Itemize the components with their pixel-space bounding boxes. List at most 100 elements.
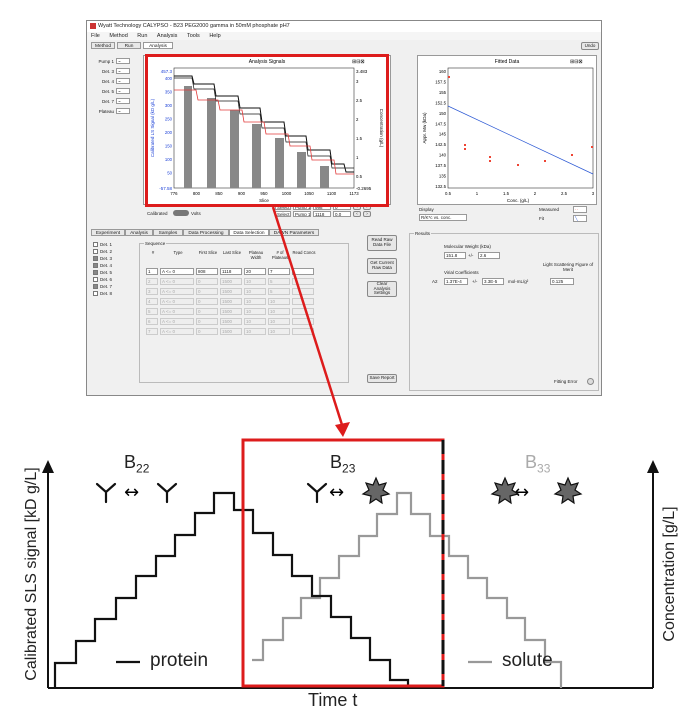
display-select[interactable]: R/K*c vs. conc. [419,214,467,221]
last-slice-field[interactable]: 1500 [220,317,242,325]
menu-tools[interactable]: Tools [186,33,200,39]
first-slice-field[interactable]: 0 [196,297,218,305]
checkbox[interactable] [93,291,98,296]
tab-data-selection[interactable]: Data Selection [229,229,269,236]
read-raw-data-button[interactable]: Read Raw Data File [367,235,397,251]
row-number[interactable]: 4 [146,297,158,305]
list-item[interactable]: Det. 7 ~ [90,96,140,106]
checkbox[interactable] [93,277,98,282]
plateau-width-field[interactable]: 10 [244,327,266,335]
list-item[interactable]: Det. 5 [93,269,112,276]
type-select[interactable]: A <= 0 [160,307,194,315]
zoom-tools-icon[interactable]: ⊞⊟⊠ [352,59,365,65]
first-slice-field[interactable]: 0 [196,317,218,325]
menu-run[interactable]: Run [137,33,148,39]
fit-legend-icon[interactable]: ╲ [573,215,587,222]
save-report-button[interactable]: Save Report [367,374,397,383]
clear-analysis-settings-button[interactable]: Clear Analysis Settings [367,281,397,297]
last-slice-field[interactable]: 1500 [220,307,242,315]
row-number[interactable]: 1 [146,267,158,275]
first-slice-field[interactable]: 808 [196,267,218,275]
last-slice-field[interactable]: 1500 [220,287,242,295]
list-item[interactable]: Det. 8 [93,290,112,297]
menu-file[interactable]: File [91,33,100,39]
tab-data-processing[interactable]: Data Processing [183,229,229,236]
menu-method[interactable]: Method [109,33,128,39]
tab-dawn-parameters[interactable]: DAWN Parameters [269,229,319,236]
tab-experiment[interactable]: Experiment [91,229,125,236]
last-slice-field[interactable]: 1500 [220,327,242,335]
plateau-count-field[interactable]: 5 [268,277,290,285]
tab-analysis-settings[interactable]: Analysis [125,229,153,236]
list-item[interactable]: Pump 1 ~ [90,56,140,66]
first-slice-field[interactable]: 0 [196,287,218,295]
type-select[interactable]: A <= 0 [160,327,194,335]
plateau-count-field[interactable]: 10 [268,307,290,315]
row-number[interactable]: 7 [146,327,158,335]
read-concs-button[interactable] [292,277,314,285]
checkbox-checked[interactable] [93,284,98,289]
zoom-tools-icon[interactable]: ⊞⊟⊠ [570,59,583,65]
last-slice-field[interactable]: 1500 [220,277,242,285]
list-item[interactable]: Det. 4 [93,262,112,269]
read-concs-button[interactable] [292,317,314,325]
row-number[interactable]: 6 [146,317,158,325]
slice-field[interactable]: 1118 [313,211,331,217]
units-toggle[interactable] [173,210,189,216]
read-concs-button[interactable] [292,287,314,295]
type-select[interactable]: A <= 0 [160,287,194,295]
type-select[interactable]: A <= 0 [160,317,194,325]
row-number[interactable]: 3 [146,287,158,295]
list-item[interactable]: Det. 1 [93,241,112,248]
get-current-raw-data-button[interactable]: Get Current Raw Data [367,258,397,274]
plateau-width-field[interactable]: 10 [244,297,266,305]
plateau-count-field[interactable]: 5 [268,287,290,295]
menu-help[interactable]: Help [209,33,221,39]
type-select[interactable]: A <= 0 [160,297,194,305]
menu-analysis[interactable]: Analysis [156,33,178,39]
plateau-width-field[interactable]: 10 [244,317,266,325]
checkbox[interactable] [93,249,98,254]
plateau-count-field[interactable]: 10 [268,327,290,335]
last-slice-field[interactable]: 1118 [220,267,242,275]
plateau-count-field[interactable]: 10 [268,317,290,325]
list-item[interactable]: Det. 6 [93,276,112,283]
type-select[interactable]: A <= 0 [160,267,194,275]
plateau-count-field[interactable]: 7 [268,267,290,275]
pump-field[interactable]: Pump 1 [293,211,311,217]
plateau-width-field[interactable]: 10 [244,307,266,315]
last-slice-field[interactable]: 1500 [220,297,242,305]
first-slice-field[interactable]: 0 [196,277,218,285]
plateau-width-field[interactable]: 20 [244,267,266,275]
value-field[interactable]: 0.0 [333,211,351,217]
checkbox-checked[interactable] [93,263,98,268]
list-item[interactable]: Plateau ~ [90,106,140,116]
read-concs-button[interactable] [292,307,314,315]
row-number[interactable]: 5 [146,307,158,315]
list-item[interactable]: Det. 7 [93,283,112,290]
list-item[interactable]: Det. 2 [93,248,112,255]
plateau-count-field[interactable]: 10 [268,297,290,305]
tab-analysis[interactable]: Analysis [143,42,173,49]
type-select[interactable]: A <= 0 [160,277,194,285]
checkbox-checked[interactable] [93,270,98,275]
nav-button[interactable]: › [363,211,371,217]
list-item[interactable]: Det. 3 [93,255,112,262]
list-item[interactable]: Det. 3 ~ [90,66,140,76]
tab-run[interactable]: Run [117,42,141,49]
nav-button[interactable]: ‹ [353,211,361,217]
undo-button[interactable]: Undo [581,42,599,50]
tab-method[interactable]: Method [91,42,115,49]
plateau-width-field[interactable]: 10 [244,277,266,285]
row-number[interactable]: 2 [146,277,158,285]
first-slice-field[interactable]: 0 [196,327,218,335]
measured-legend-icon[interactable]: ·· [573,206,587,213]
checkbox-checked[interactable] [93,256,98,261]
